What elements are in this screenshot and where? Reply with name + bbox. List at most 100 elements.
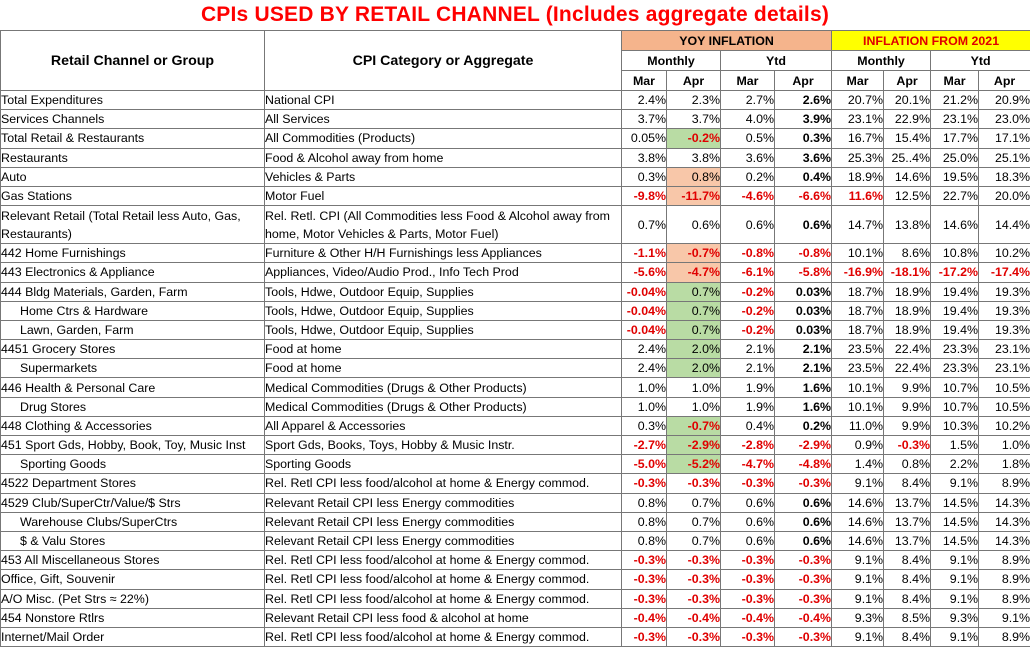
value-since-monthly-mar: 23.1% <box>831 109 885 130</box>
header-month-mar: Mar <box>930 70 980 91</box>
value-yoy-ytd-apr: 2.1% <box>773 358 833 379</box>
value-since-ytd-mar: 19.4% <box>930 281 980 302</box>
value-yoy-monthly-mar: -0.3% <box>621 569 667 590</box>
value-since-monthly-mar: 9.1% <box>831 569 885 590</box>
value-yoy-monthly-mar: -9.8% <box>621 185 667 207</box>
table-row: 442 Home Furnishings Furniture & Other H/… <box>0 243 1030 264</box>
value-yoy-monthly-mar: -5.0% <box>621 454 667 475</box>
table-row: A/O Misc. (Pet Strs ≈ 22%) Rel. Retl CPI … <box>0 588 1030 609</box>
value-since-monthly-mar: -16.9% <box>831 262 885 283</box>
value-since-monthly-apr: 8.4% <box>883 569 932 590</box>
value-since-ytd-mar: 19.4% <box>930 300 980 321</box>
retail-channel-cell: Gas Stations <box>0 185 265 207</box>
value-yoy-ytd-apr: 0.6% <box>773 492 833 513</box>
value-since-monthly-mar: 14.6% <box>831 530 885 552</box>
value-since-ytd-mar: 14.5% <box>930 492 980 513</box>
header-since-monthly: Monthly <box>831 50 932 71</box>
value-yoy-ytd-apr: 0.4% <box>773 166 833 187</box>
retail-channel-cell: Auto <box>0 166 265 187</box>
cpi-category-cell: Relevant Retail CPI less food & alcohol … <box>264 607 622 628</box>
value-since-monthly-mar: 25.3% <box>831 147 885 168</box>
retail-channel-cell: Sporting Goods <box>0 454 265 475</box>
value-since-ytd-apr: 14.3% <box>978 511 1030 532</box>
header-yoy-monthly: Monthly <box>621 50 721 71</box>
value-yoy-ytd-apr: 0.2% <box>773 415 833 437</box>
value-yoy-monthly-apr: 2.0% <box>666 339 721 360</box>
value-yoy-ytd-mar: -0.2% <box>720 319 775 341</box>
retail-channel-cell: 443 Electronics & Appliance <box>0 262 265 283</box>
value-yoy-monthly-mar: 2.4% <box>621 358 667 379</box>
value-since-ytd-apr: 10.5% <box>978 396 1030 417</box>
value-yoy-ytd-mar: 0.2% <box>720 166 775 187</box>
value-since-ytd-apr: 10.5% <box>978 377 1030 398</box>
value-since-ytd-apr: 17.1% <box>978 128 1030 149</box>
cpi-category-cell: Motor Fuel <box>264 185 622 207</box>
value-since-monthly-apr: -18.1% <box>883 262 932 283</box>
value-since-ytd-apr: -17.4% <box>978 262 1030 283</box>
value-since-ytd-mar: 9.1% <box>930 588 980 609</box>
value-since-ytd-mar: 19.5% <box>930 166 980 187</box>
value-yoy-monthly-apr: -0.3% <box>666 626 721 648</box>
header-month-apr: Apr <box>883 70 932 91</box>
retail-channel-cell: $ & Valu Stores <box>0 530 265 552</box>
value-since-ytd-mar: 22.7% <box>930 185 980 207</box>
value-since-ytd-mar: 9.1% <box>930 473 980 494</box>
table-row: Sporting Goods Sporting Goods -5.0% -5.2% -4… <box>0 454 1030 475</box>
value-since-monthly-mar: 9.3% <box>831 607 885 628</box>
cpi-category-cell: National CPI <box>264 89 622 111</box>
value-since-ytd-apr: 14.3% <box>978 492 1030 513</box>
value-yoy-monthly-apr: 1.0% <box>666 377 721 398</box>
value-since-ytd-apr: 10.2% <box>978 243 1030 264</box>
value-since-ytd-apr: 8.9% <box>978 626 1030 648</box>
value-since-ytd-apr: 19.3% <box>978 281 1030 302</box>
retail-channel-cell: 4529 Club/SuperCtr/Value/$ Strs <box>0 492 265 513</box>
value-since-monthly-apr: 22.4% <box>883 358 932 379</box>
cpi-category-cell: Rel. Retl. CPI (All Commodities less Foo… <box>264 205 622 245</box>
cpi-category-cell: Rel. Retl CPI less food/alcohol at home … <box>264 473 622 494</box>
value-yoy-ytd-apr: 3.9% <box>773 109 833 130</box>
value-yoy-ytd-mar: 1.9% <box>720 396 775 417</box>
value-yoy-ytd-apr: 0.3% <box>773 128 833 149</box>
value-yoy-monthly-apr: 0.7% <box>666 530 721 552</box>
value-since-monthly-apr: 13.8% <box>883 205 932 245</box>
retail-channel-cell: 446 Health & Personal Care <box>0 377 265 398</box>
value-since-monthly-mar: 18.7% <box>831 319 885 341</box>
retail-channel-cell: A/O Misc. (Pet Strs ≈ 22%) <box>0 588 265 609</box>
value-yoy-ytd-apr: 3.6% <box>773 147 833 168</box>
value-since-ytd-apr: 10.2% <box>978 415 1030 437</box>
value-since-ytd-mar: 9.1% <box>930 626 980 648</box>
value-since-ytd-apr: 8.9% <box>978 569 1030 590</box>
cpi-category-cell: Appliances, Video/Audio Prod., Info Tech… <box>264 262 622 283</box>
value-yoy-monthly-mar: -0.3% <box>621 588 667 609</box>
table-header: Retail Channel or Group CPI Category or … <box>0 30 1030 91</box>
value-since-ytd-mar: 10.3% <box>930 415 980 437</box>
value-yoy-ytd-apr: -0.8% <box>773 243 833 264</box>
value-since-ytd-mar: 14.5% <box>930 511 980 532</box>
value-yoy-monthly-apr: 0.7% <box>666 492 721 513</box>
value-since-monthly-apr: 25..4% <box>883 147 932 168</box>
value-yoy-ytd-mar: 0.6% <box>720 511 775 532</box>
value-yoy-monthly-apr: 3.8% <box>666 147 721 168</box>
table-row: Gas Stations Motor Fuel -9.8% -11.7% -4.6% -6… <box>0 185 1030 207</box>
cpi-category-cell: All Commodities (Products) <box>264 128 622 149</box>
cpi-category-cell: Vehicles & Parts <box>264 166 622 187</box>
value-since-ytd-mar: 10.7% <box>930 377 980 398</box>
retail-channel-cell: 453 All Miscellaneous Stores <box>0 550 265 571</box>
header-month-mar: Mar <box>831 70 885 91</box>
table-row: 446 Health & Personal Care Medical Commod… <box>0 377 1030 398</box>
value-since-ytd-mar: 2.2% <box>930 454 980 475</box>
cpi-category-cell: All Services <box>264 109 622 130</box>
value-since-ytd-mar: 9.1% <box>930 550 980 571</box>
value-since-monthly-apr: 8.4% <box>883 588 932 609</box>
value-since-ytd-apr: 14.3% <box>978 530 1030 552</box>
value-since-monthly-mar: 18.7% <box>831 300 885 321</box>
value-yoy-monthly-apr: -0.7% <box>666 415 721 437</box>
value-since-monthly-apr: 8.6% <box>883 243 932 264</box>
value-since-monthly-apr: 9.9% <box>883 396 932 417</box>
value-yoy-monthly-apr: 3.7% <box>666 109 721 130</box>
table-body: Total Expenditures National CPI 2.4% 2.3% 2.… <box>0 89 1030 648</box>
value-since-ytd-apr: 23.1% <box>978 358 1030 379</box>
value-yoy-ytd-mar: 1.9% <box>720 377 775 398</box>
value-since-ytd-mar: 23.1% <box>930 109 980 130</box>
header-month-apr: Apr <box>773 70 833 91</box>
